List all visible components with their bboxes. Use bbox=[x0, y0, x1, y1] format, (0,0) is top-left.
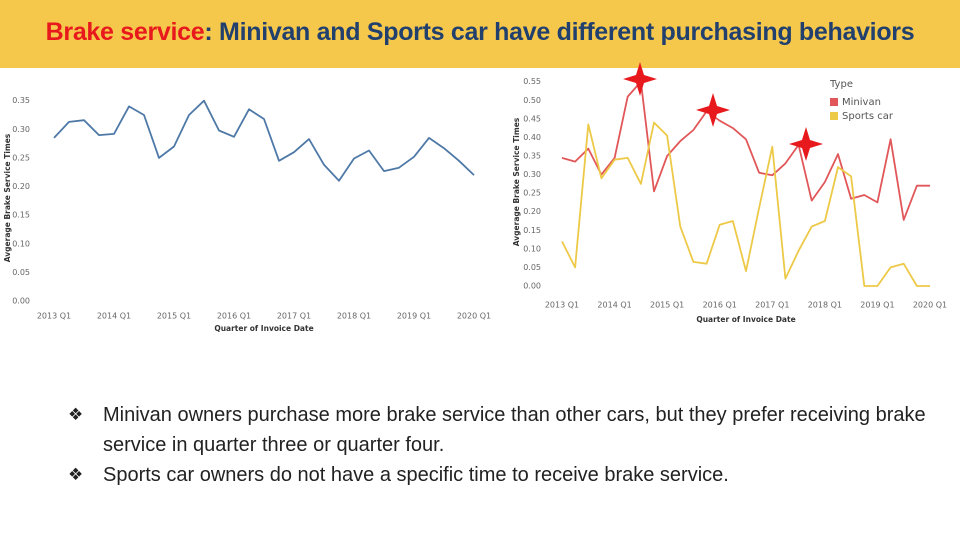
y-tick-label: 0.15 bbox=[12, 211, 30, 220]
bullet: Minivan owners purchase more brake servi… bbox=[68, 400, 948, 460]
y-tick-label: 0.05 bbox=[523, 263, 541, 272]
x-tick-label: 2014 Q1 bbox=[97, 312, 131, 321]
line bbox=[561, 80, 930, 221]
bullet-list: Minivan owners purchase more brake servi… bbox=[68, 400, 948, 490]
star bbox=[789, 127, 823, 161]
y-tick-label: 0.30 bbox=[12, 125, 30, 134]
line bbox=[53, 99, 475, 182]
legend-swatch bbox=[830, 112, 838, 120]
y-tick-label: 0.25 bbox=[12, 153, 30, 162]
x-tick-label: 2014 Q1 bbox=[597, 301, 631, 310]
legend-title: Type bbox=[829, 79, 853, 90]
x-tick-label: 2019 Q1 bbox=[860, 301, 894, 310]
x-axis-title: Quarter of Invoice Date bbox=[696, 315, 795, 324]
y-tick-label: 0.05 bbox=[12, 268, 30, 277]
x-tick-label: 2016 Q1 bbox=[217, 312, 251, 321]
legend-label: Minivan bbox=[842, 97, 881, 108]
y-tick-label: 0.00 bbox=[523, 282, 541, 291]
y-tick-label: 0.30 bbox=[523, 170, 541, 179]
title-rest: : Minivan and Sports car have different … bbox=[204, 18, 915, 46]
highlight-stars bbox=[623, 62, 823, 161]
bullet: Sports car owners do not have a specific… bbox=[68, 460, 948, 490]
legend-swatch bbox=[830, 98, 838, 106]
y-tick-label: 0.35 bbox=[523, 152, 541, 161]
y-tick-label: 0.15 bbox=[523, 226, 541, 235]
y-tick-label: 0.35 bbox=[12, 96, 30, 105]
x-tick-label: 2013 Q1 bbox=[37, 312, 71, 321]
y-tick-label: 0.20 bbox=[12, 182, 30, 191]
y-tick-label: 0.10 bbox=[523, 244, 541, 253]
x-tick-label: 2017 Q1 bbox=[277, 312, 311, 321]
title-highlight: Brake service bbox=[45, 18, 205, 46]
y-tick-label: 0.00 bbox=[12, 297, 30, 306]
y-tick-label: 0.45 bbox=[523, 114, 541, 123]
x-tick-label: 2013 Q1 bbox=[545, 301, 579, 310]
y-tick-label: 0.25 bbox=[523, 189, 541, 198]
y-tick-label: 0.50 bbox=[523, 96, 541, 105]
x-tick-label: 2018 Q1 bbox=[808, 301, 842, 310]
y-tick-label: 0.40 bbox=[523, 133, 541, 142]
x-axis-title: Quarter of Invoice Date bbox=[214, 324, 313, 333]
y-axis-title: Avgerage Brake Service Times bbox=[3, 133, 12, 262]
line bbox=[561, 121, 930, 287]
star bbox=[696, 93, 730, 127]
x-tick-label: 2015 Q1 bbox=[650, 301, 684, 310]
star bbox=[623, 62, 657, 96]
x-tick-label: 2018 Q1 bbox=[337, 312, 371, 321]
y-axis-title: Avgerage Brake Service Times bbox=[512, 117, 521, 246]
x-tick-label: 2020 Q1 bbox=[457, 312, 491, 321]
y-tick-label: 0.10 bbox=[12, 239, 30, 248]
y-tick-label: 0.20 bbox=[523, 207, 541, 216]
x-tick-label: 2015 Q1 bbox=[157, 312, 191, 321]
x-tick-label: 2019 Q1 bbox=[397, 312, 431, 321]
charts: 0.00 0.05 0.10 0.15 0.20 0.25 0.30 0.35 2013 Q1 2… bbox=[3, 62, 947, 333]
legend-label: Sports car bbox=[842, 111, 894, 122]
x-tick-label: 2020 Q1 bbox=[913, 301, 947, 310]
x-tick-label: 2016 Q1 bbox=[703, 301, 737, 310]
x-tick-label: 2017 Q1 bbox=[755, 301, 789, 310]
header-band: Brake service: Minivan and Sports car ha… bbox=[0, 0, 960, 68]
slide-title: Brake service: Minivan and Sports car ha… bbox=[0, 18, 960, 47]
y-tick-label: 0.55 bbox=[523, 77, 541, 86]
